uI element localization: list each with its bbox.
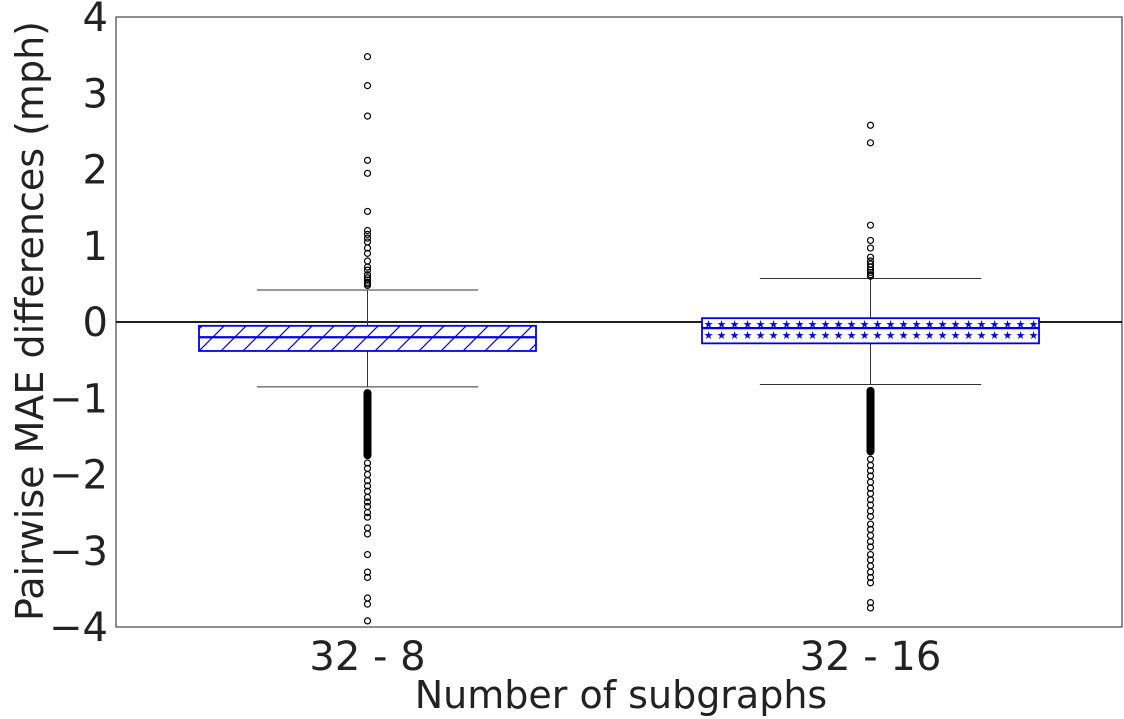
outlier-point xyxy=(363,281,372,289)
outlier-point xyxy=(866,598,875,607)
outlier-point xyxy=(866,484,875,492)
outlier-point xyxy=(363,550,372,559)
outlier-point xyxy=(866,579,875,587)
outlier-point xyxy=(866,543,875,551)
outlier-point xyxy=(363,266,372,274)
outlier-point xyxy=(363,513,372,521)
outlier-point xyxy=(363,477,372,485)
outlier-point xyxy=(866,496,875,504)
outlier-point xyxy=(363,498,372,506)
y-tick-label: −1 xyxy=(49,376,108,422)
outlier-point xyxy=(363,226,372,235)
outlier-point xyxy=(363,244,372,252)
y-tick-label: 1 xyxy=(83,224,108,270)
y-axis-label: Pairwise MAE differences (mph) xyxy=(8,21,52,621)
outlier-point xyxy=(363,573,372,582)
y-tick-label: −4 xyxy=(49,605,108,651)
outlier-point xyxy=(363,470,372,479)
box-body xyxy=(701,317,1040,345)
outlier-point xyxy=(866,550,875,559)
x-tick-label: 32 - 16 xyxy=(800,634,942,680)
outlier-point xyxy=(363,112,372,120)
outlier-point xyxy=(363,238,372,246)
outlier-point xyxy=(363,524,372,532)
outlier-point xyxy=(866,478,875,486)
outlier-point xyxy=(866,461,875,469)
outlier-point xyxy=(363,234,372,242)
outlier-point xyxy=(363,276,372,284)
outlier-point xyxy=(363,257,372,265)
y-tick-label: −2 xyxy=(49,453,108,499)
outlier-point xyxy=(363,207,372,216)
x-tick-label: 32 - 8 xyxy=(309,634,425,680)
outlier-point xyxy=(363,568,372,576)
outlier-point xyxy=(363,600,372,608)
outlier-point xyxy=(866,121,875,129)
outlier-point xyxy=(363,530,372,538)
outlier-point xyxy=(866,573,875,582)
outlier-point xyxy=(866,272,875,280)
box-2: 32 - 16 xyxy=(701,121,1040,680)
y-tick-label: 0 xyxy=(83,300,108,346)
y-tick-label: 2 xyxy=(83,148,108,194)
outlier-point xyxy=(866,139,875,147)
outlier-point xyxy=(866,531,875,540)
y-tick-label: −3 xyxy=(49,529,108,575)
outlier-point xyxy=(866,562,875,570)
outlier-point xyxy=(866,244,875,252)
outlier-point xyxy=(363,617,372,625)
outlier-point xyxy=(866,537,875,546)
y-tick-label: 4 xyxy=(83,0,108,41)
outlier-point xyxy=(363,82,372,90)
outlier-point xyxy=(363,249,372,257)
outlier-point xyxy=(866,263,875,271)
outlier-point xyxy=(363,230,372,238)
x-axis-label: Number of subgraphs xyxy=(415,673,827,717)
outlier-point xyxy=(866,568,875,576)
outlier-point xyxy=(363,493,372,501)
outlier-point xyxy=(363,156,372,164)
outlier-point xyxy=(866,507,875,515)
outlier-point xyxy=(363,482,372,490)
outlier-point xyxy=(866,467,875,475)
outlier-point xyxy=(363,509,372,517)
box-body xyxy=(198,324,537,352)
box-1: 32 - 8 xyxy=(198,53,537,680)
outlier-point xyxy=(363,459,372,467)
outlier-point xyxy=(866,604,875,612)
outlier-point xyxy=(866,520,875,528)
outlier-point xyxy=(363,594,372,602)
outlier-dense-band xyxy=(866,386,875,456)
outlier-point xyxy=(363,53,372,61)
outlier-point xyxy=(866,512,875,521)
outlier-point xyxy=(363,271,372,279)
outlier-point xyxy=(363,263,372,271)
plot-area: 4 3 2 1 0 −1 −2 −3 −4 32 - 8 32 - 16 xyxy=(49,0,1123,680)
outlier-point xyxy=(866,455,875,463)
y-tick-label: 3 xyxy=(83,71,108,117)
outlier-dense-band xyxy=(363,389,372,460)
outlier-point xyxy=(363,169,372,177)
outlier-point xyxy=(866,221,875,229)
outlier-point xyxy=(866,236,875,245)
outlier-point xyxy=(866,253,875,261)
outlier-point xyxy=(866,268,875,277)
